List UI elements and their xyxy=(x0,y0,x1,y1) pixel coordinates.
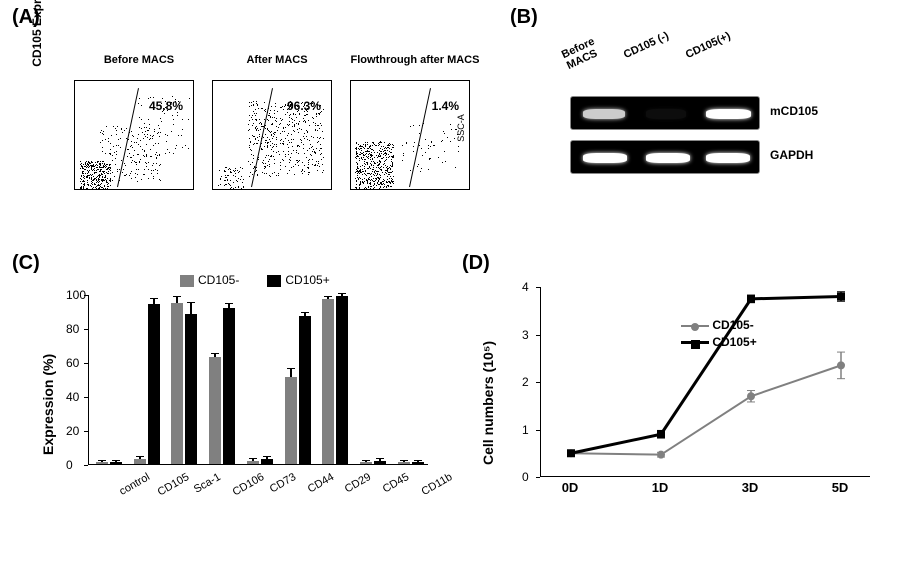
panel-d-chart: CD105- CD105+ xyxy=(540,287,870,477)
legend-neg-label: CD105- xyxy=(198,273,239,287)
facs-plot: Before MACS1023010⁰10¹10²10³10⁴PE-A45.8% xyxy=(74,54,204,190)
gel-row xyxy=(570,96,760,130)
panel-c: CD105- CD105+ Expression (%) 02040608010… xyxy=(30,265,450,555)
facs-plot-title: Before MACS xyxy=(74,54,204,80)
legend-swatch-pos xyxy=(267,275,281,287)
facs-gate-pct: 1.4% xyxy=(432,99,459,113)
panel-c-legend: CD105- CD105+ xyxy=(180,273,330,287)
bar-category-label: CD44 xyxy=(305,471,335,495)
bar-category-label: Sca-1 xyxy=(192,471,223,496)
panel-b-label: (B) xyxy=(510,6,538,29)
panel-d-ylabel: Cell numbers (10⁵) xyxy=(480,341,496,465)
bar-category-label: control xyxy=(117,471,152,498)
facs-plot-box: 10⁰10¹10²10³10⁴PE-A96.3% xyxy=(212,80,332,190)
line-x-category: 0D xyxy=(562,480,579,495)
bar-category-label: CD45 xyxy=(381,471,411,495)
gel-row-name: GAPDH xyxy=(770,148,813,162)
gel-lane-label: CD105 (-) xyxy=(622,24,688,72)
bar-category-label: CD11b xyxy=(419,471,454,498)
gel-lane-labels: Before MACSCD105 (-)CD105(+) xyxy=(570,48,756,72)
legend-swatch-neg xyxy=(180,275,194,287)
bar-category-label: CD29 xyxy=(343,471,373,495)
facs-plots-row: Before MACS1023010⁰10¹10²10³10⁴PE-A45.8%… xyxy=(74,54,480,190)
facs-plot-title: Flowthrough after MACS xyxy=(350,54,480,80)
legend-pos-label: CD105+ xyxy=(285,273,329,287)
bar-category-label: CD105 xyxy=(155,471,191,499)
gel-lane-label: Before MACS xyxy=(560,24,626,72)
gel-row-name: mCD105 xyxy=(770,104,818,118)
bar-category-label: CD73 xyxy=(268,471,298,495)
panel-b: Before MACSCD105 (-)CD105(+) mCD105 GAPDH xyxy=(520,28,870,208)
panel-a-yaxis-label: CD105 Expression (%) xyxy=(30,0,44,68)
facs-plot-title: After MACS xyxy=(212,54,342,80)
facs-plot-box: 1023010⁰10¹10²10³10⁴PE-A45.8% xyxy=(74,80,194,190)
gel-lane-label: CD105(+) xyxy=(684,24,750,72)
line-x-category: 3D xyxy=(742,480,759,495)
facs-plot: After MACS10⁰10¹10²10³10⁴PE-A96.3% xyxy=(212,54,342,190)
facs-plot-box: 10⁰10¹10²10³10⁴PE-A1.4%SSC-A xyxy=(350,80,470,190)
line-x-category: 5D xyxy=(832,480,849,495)
panel-d: Cell numbers (10⁵) 01234 CD105- CD105+ 0… xyxy=(470,265,890,555)
panel-d-lines xyxy=(541,287,871,477)
gel-row xyxy=(570,140,760,174)
panel-c-chart xyxy=(88,295,428,465)
line-x-category: 1D xyxy=(652,480,669,495)
bar-category-label: CD106 xyxy=(231,471,267,499)
panel-c-ylabel: Expression (%) xyxy=(40,354,56,455)
facs-plot: Flowthrough after MACS10⁰10¹10²10³10⁴PE-… xyxy=(350,54,480,190)
panel-a: CD105 Expression (%) Before MACS1023010⁰… xyxy=(30,28,490,208)
